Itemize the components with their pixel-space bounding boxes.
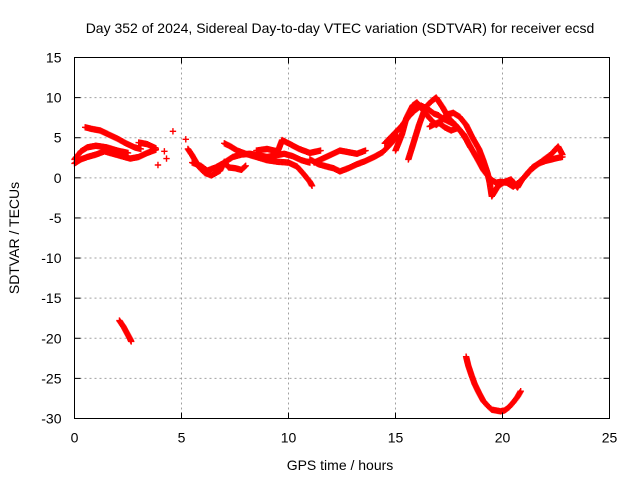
x-axis-label: GPS time / hours [287, 457, 394, 473]
data-point [362, 147, 369, 154]
y-axis-label: SDTVAR / TECUs [6, 182, 22, 294]
series-track-I [306, 132, 401, 175]
series-track-J [310, 147, 369, 166]
series-isolated [154, 128, 189, 169]
y-tick-label: -15 [41, 290, 61, 306]
y-tick-label: 10 [46, 90, 62, 106]
series-track-N [426, 119, 474, 151]
series-track-H [253, 136, 324, 157]
data-point [241, 163, 249, 170]
x-tick-label: 5 [178, 430, 186, 446]
y-tick-label: 0 [54, 170, 62, 186]
y-tick-label: 15 [46, 50, 62, 66]
data-point [308, 182, 316, 190]
y-tick-label: -5 [49, 210, 62, 226]
data-point [559, 151, 566, 158]
data-point [161, 148, 168, 155]
grid [74, 57, 610, 419]
data-point [317, 147, 324, 154]
series-track-M [405, 94, 459, 163]
data-point [137, 145, 145, 153]
data-point [517, 388, 524, 395]
x-tick-label: 25 [602, 430, 618, 446]
axis-ticks [74, 57, 610, 419]
x-tick-label: 10 [281, 430, 297, 446]
series-track-L [392, 99, 566, 200]
x-tick-label: 20 [495, 430, 511, 446]
series-track-B [71, 142, 132, 163]
series-track-G [221, 140, 316, 190]
data-point [467, 144, 474, 151]
y-tick-label: -25 [41, 370, 61, 386]
data-point [152, 144, 160, 152]
series-negative-segment-2 [462, 353, 524, 415]
y-tick-label: 5 [54, 130, 62, 146]
y-tick-label: -10 [41, 250, 61, 266]
x-axis: 0 5 10 15 20 25 [71, 430, 618, 446]
data-point [242, 162, 249, 169]
series-negative-segment-1 [116, 317, 135, 345]
data-point [124, 149, 132, 157]
data-point [163, 155, 170, 162]
y-tick-label: -20 [41, 330, 61, 346]
data-point [182, 136, 189, 143]
data-point [169, 128, 177, 135]
series-track-A [71, 146, 160, 167]
y-axis: -30 -25 -20 -15 -10 -5 0 5 10 15 [41, 50, 61, 427]
plot-frame [74, 57, 610, 419]
series-track-C [82, 124, 145, 153]
chart-title: Day 352 of 2024, Sidereal Day-to-day VTE… [86, 20, 595, 36]
data-point [128, 338, 135, 345]
plot-area [71, 94, 566, 415]
y-tick-label: -30 [41, 411, 61, 427]
x-tick-label: 15 [388, 430, 404, 446]
series-track-D [135, 139, 160, 152]
x-tick-label: 0 [71, 430, 79, 446]
data-point [154, 161, 162, 169]
